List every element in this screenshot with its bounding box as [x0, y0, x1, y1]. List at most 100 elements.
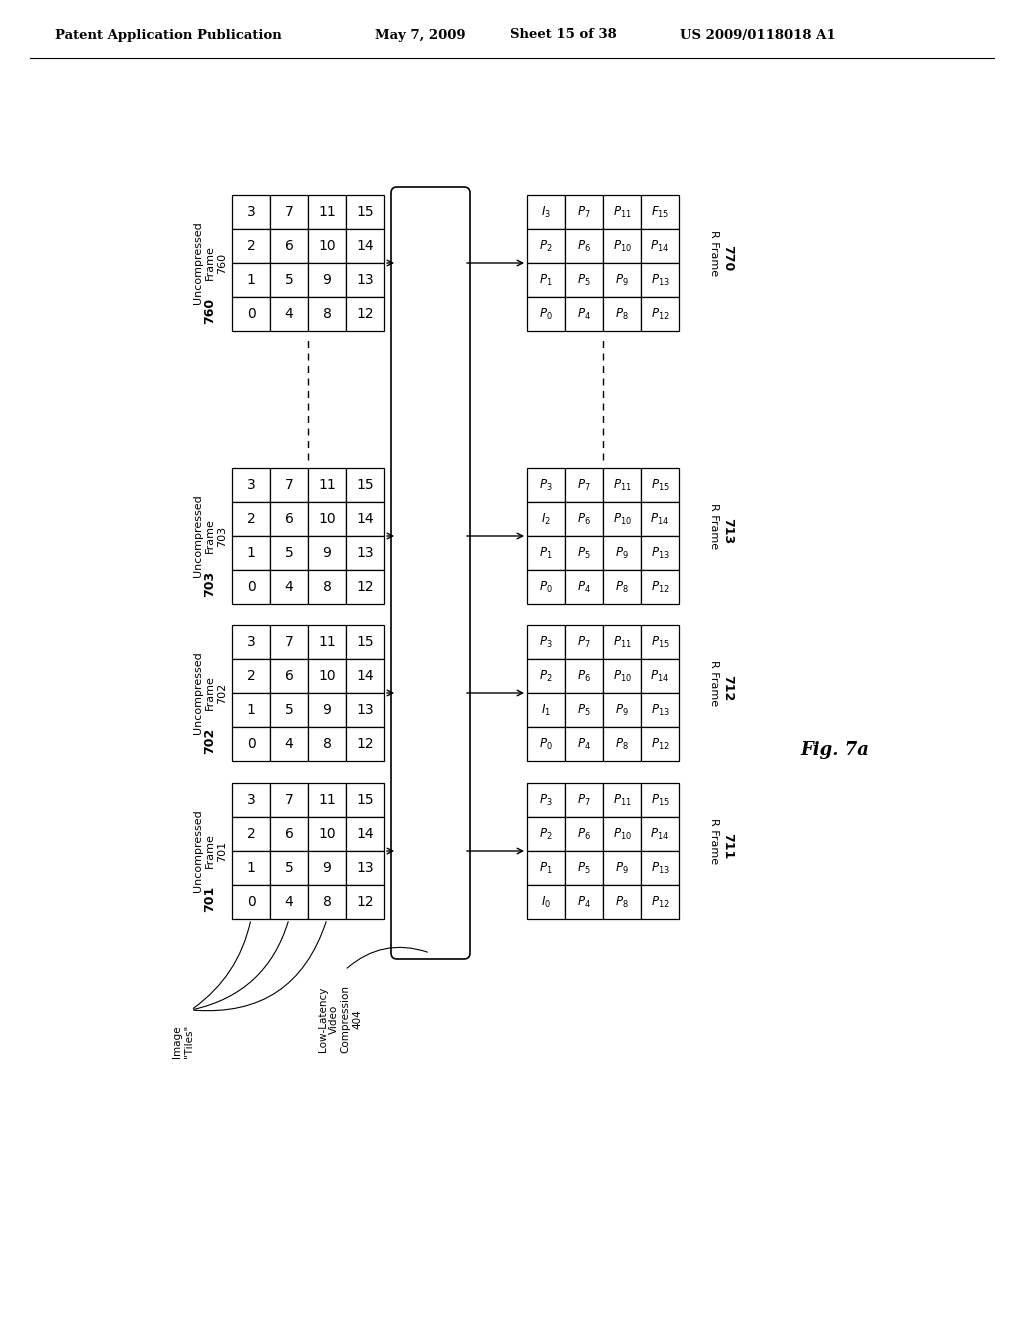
- Text: $P_{13}$: $P_{13}$: [650, 545, 670, 561]
- Text: 12: 12: [356, 737, 374, 751]
- Text: $P_2$: $P_2$: [540, 239, 553, 253]
- Bar: [270, 727, 308, 762]
- Text: $P_3$: $P_3$: [540, 792, 553, 808]
- Text: 11: 11: [318, 478, 336, 492]
- Text: 3: 3: [247, 793, 255, 807]
- Bar: [308, 693, 346, 727]
- Text: 9: 9: [323, 861, 332, 875]
- Text: $P_0$: $P_0$: [540, 737, 553, 751]
- Text: $P_{10}$: $P_{10}$: [612, 668, 632, 684]
- Bar: [603, 659, 641, 693]
- Text: 14: 14: [356, 512, 374, 525]
- Bar: [232, 851, 270, 884]
- Text: 713: 713: [721, 517, 734, 544]
- Text: $P_{11}$: $P_{11}$: [612, 205, 632, 219]
- Text: Uncompressed
Frame
760: Uncompressed Frame 760: [194, 222, 226, 305]
- Text: $P_4$: $P_4$: [578, 895, 591, 909]
- Text: 4: 4: [285, 895, 293, 909]
- Text: 9: 9: [323, 273, 332, 286]
- Text: 702: 702: [204, 727, 216, 754]
- Text: $P_{13}$: $P_{13}$: [650, 272, 670, 288]
- Text: 2: 2: [247, 512, 255, 525]
- Bar: [641, 297, 679, 331]
- Bar: [270, 570, 308, 605]
- Bar: [565, 502, 603, 536]
- Bar: [346, 263, 384, 297]
- Bar: [641, 263, 679, 297]
- Bar: [565, 727, 603, 762]
- Text: 13: 13: [356, 546, 374, 560]
- Text: $P_2$: $P_2$: [540, 668, 553, 684]
- Bar: [308, 228, 346, 263]
- Text: $P_7$: $P_7$: [578, 205, 591, 219]
- Text: 12: 12: [356, 579, 374, 594]
- Bar: [346, 659, 384, 693]
- Bar: [527, 195, 565, 228]
- Bar: [527, 817, 565, 851]
- Bar: [346, 469, 384, 502]
- Bar: [565, 659, 603, 693]
- Bar: [308, 502, 346, 536]
- Bar: [308, 783, 346, 817]
- Text: $P_6$: $P_6$: [578, 668, 591, 684]
- Bar: [527, 228, 565, 263]
- Text: 2: 2: [247, 239, 255, 253]
- Bar: [346, 624, 384, 659]
- Text: 4: 4: [285, 737, 293, 751]
- Text: $P_{15}$: $P_{15}$: [650, 478, 670, 492]
- Bar: [270, 693, 308, 727]
- Text: 9: 9: [323, 704, 332, 717]
- Bar: [346, 851, 384, 884]
- Bar: [641, 536, 679, 570]
- Text: 7: 7: [285, 635, 293, 649]
- Bar: [232, 693, 270, 727]
- Bar: [232, 727, 270, 762]
- Text: Fig. 7a: Fig. 7a: [800, 741, 869, 759]
- Bar: [641, 502, 679, 536]
- Bar: [346, 727, 384, 762]
- Bar: [308, 536, 346, 570]
- Text: 13: 13: [356, 273, 374, 286]
- Bar: [527, 502, 565, 536]
- Text: 0: 0: [247, 737, 255, 751]
- Text: 6: 6: [285, 512, 294, 525]
- Bar: [565, 536, 603, 570]
- Bar: [527, 884, 565, 919]
- Bar: [527, 536, 565, 570]
- Bar: [270, 195, 308, 228]
- Text: $F_{15}$: $F_{15}$: [651, 205, 670, 219]
- Bar: [270, 659, 308, 693]
- Text: $P_9$: $P_9$: [615, 702, 629, 718]
- Text: 10: 10: [318, 239, 336, 253]
- Bar: [232, 659, 270, 693]
- Text: 8: 8: [323, 895, 332, 909]
- Bar: [603, 693, 641, 727]
- Text: 11: 11: [318, 205, 336, 219]
- Text: 701: 701: [204, 886, 216, 912]
- Text: 15: 15: [356, 205, 374, 219]
- Bar: [270, 851, 308, 884]
- Bar: [641, 624, 679, 659]
- Text: 7: 7: [285, 478, 293, 492]
- Bar: [603, 851, 641, 884]
- Text: 4: 4: [285, 308, 293, 321]
- Text: 12: 12: [356, 895, 374, 909]
- Bar: [308, 195, 346, 228]
- Bar: [346, 884, 384, 919]
- Bar: [270, 884, 308, 919]
- Bar: [346, 536, 384, 570]
- Text: 11: 11: [318, 635, 336, 649]
- Text: $P_{13}$: $P_{13}$: [650, 861, 670, 875]
- Text: 13: 13: [356, 704, 374, 717]
- Text: 15: 15: [356, 478, 374, 492]
- Bar: [641, 195, 679, 228]
- Bar: [641, 817, 679, 851]
- Bar: [270, 502, 308, 536]
- Text: US 2009/0118018 A1: US 2009/0118018 A1: [680, 29, 836, 41]
- Text: $P_3$: $P_3$: [540, 478, 553, 492]
- Bar: [565, 693, 603, 727]
- Text: 7: 7: [285, 205, 293, 219]
- Text: 6: 6: [285, 239, 294, 253]
- Text: $P_{15}$: $P_{15}$: [650, 792, 670, 808]
- Bar: [527, 659, 565, 693]
